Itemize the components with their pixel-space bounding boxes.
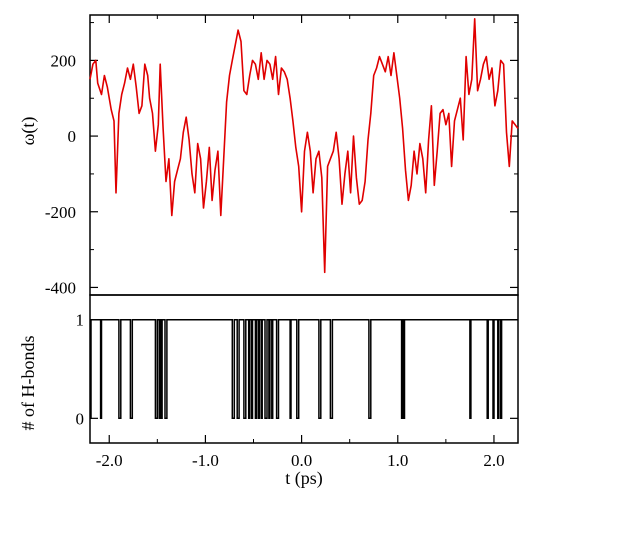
x-tick-label: -1.0 (192, 451, 219, 470)
top-y-ticks: 200 0 -200 -400 (45, 22, 518, 297)
top-y-tick-label: 200 (51, 51, 77, 70)
top-series-group (89, 17, 519, 274)
top-y-tick-label: -400 (45, 278, 76, 297)
x-tick-label: -2.0 (96, 451, 123, 470)
top-panel: 200 0 -200 -400 ω(t) (18, 14, 519, 297)
bottom-plot-frame (89, 294, 519, 444)
x-tick-label: 1.0 (387, 451, 408, 470)
hbond-step-line (90, 318, 518, 420)
bottom-y-tick-label: 1 (76, 311, 85, 330)
x-axis-ticks: -2.0 -1.0 0.0 1.0 2.0 (96, 15, 505, 470)
omega-series-line (89, 17, 519, 274)
top-y-axis-label: ω(t) (18, 117, 39, 146)
x-tick-label: 0.0 (291, 451, 312, 470)
top-y-tick-label: -200 (45, 203, 76, 222)
top-y-tick-label: 0 (68, 127, 77, 146)
x-tick-label: 2.0 (483, 451, 504, 470)
bottom-y-axis-label: # of H-bonds (18, 336, 38, 431)
bottom-series-group (90, 318, 518, 420)
bottom-panel: 1 0 -2.0 -1.0 0.0 1.0 2.0 # of H-bonds t (ps) (18, 15, 519, 489)
bottom-y-tick-label: 0 (76, 409, 85, 428)
x-axis-label: t (ps) (285, 468, 323, 489)
